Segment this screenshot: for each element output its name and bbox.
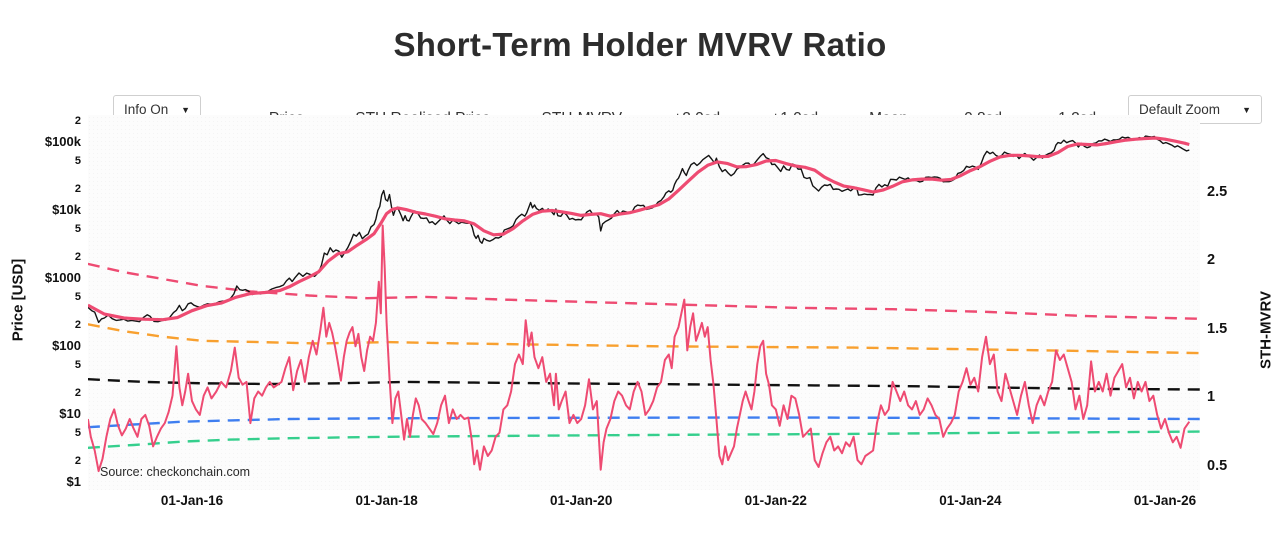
default-zoom-dropdown-label: Default Zoom [1139, 102, 1221, 117]
date-tick-01-jan-22: 01-Jan-22 [744, 493, 807, 508]
price-tick-2-20: 2 [74, 386, 81, 399]
page-title: Short-Term Holder MVRV Ratio [393, 26, 887, 63]
price-tick-10-10: $10 [59, 406, 81, 421]
price-tick-10k-10000: $10k [52, 202, 81, 217]
price-tick-5-50000: 5 [74, 155, 81, 168]
info-on-dropdown-label: Info On [124, 102, 169, 117]
price-tick-100k-100000: $100k [44, 134, 81, 149]
price-axis-title: Price [USD] [9, 258, 27, 342]
price-tick-5-500: 5 [74, 291, 81, 304]
date-tick-01-jan-18: 01-Jan-18 [355, 493, 418, 508]
series-1-2sd [88, 430, 1200, 449]
price-tick-2-2: 2 [74, 454, 81, 467]
date-tick-01-jan-20: 01-Jan-20 [550, 493, 613, 508]
price-tick-5-50: 5 [74, 359, 81, 372]
date-tick-01-jan-24: 01-Jan-24 [939, 493, 1002, 508]
source-note: Source: checkonchain.com [100, 465, 251, 479]
price-tick-2-200000: 2 [74, 114, 81, 127]
series-sth-mvrv [88, 224, 1191, 473]
price-tick-1000-1000: $1000 [44, 270, 81, 285]
date-tick-01-jan-16: 01-Jan-16 [160, 493, 224, 508]
chevron-down-icon: ▼ [1242, 104, 1251, 115]
plot-background [88, 115, 1200, 490]
price-tick-5-5000: 5 [74, 223, 81, 236]
date-tick-01-jan-26: 01-Jan-26 [1133, 493, 1197, 508]
mvrv-tick-2-5: 2.5 [1207, 183, 1228, 200]
price-tick-5-5: 5 [74, 427, 81, 440]
mvrv-tick-2: 2 [1207, 252, 1216, 269]
mvrv-tick-0-5: 0.5 [1207, 458, 1228, 474]
price-tick-100-100: $100 [52, 338, 81, 353]
price-tick-2-200: 2 [74, 318, 81, 331]
series-0-8sd [88, 416, 1200, 429]
mvrv-axis-ticks: 0.5 1 1.5 2 2.5 [1207, 0, 1267, 551]
mvrv-tick-1: 1 [1207, 389, 1216, 406]
mvrv-tick-1-5: 1.5 [1207, 320, 1228, 337]
series-1-0sd [88, 323, 1200, 355]
chevron-down-icon: ▼ [181, 104, 190, 115]
mvrv-axis-title: STH-MVRV [1257, 290, 1275, 370]
price-tick-2-20000: 2 [74, 182, 81, 195]
series-sth-realised-price [88, 136, 1190, 322]
price-axis-ticks: $1 2 5 $10 2 5 $100 2 5 $1000 2 5 $10k 2 5 $100k 2 [0, 0, 81, 551]
price-tick-2-2000: 2 [74, 250, 81, 263]
price-tick-1-1: $1 [66, 474, 81, 489]
